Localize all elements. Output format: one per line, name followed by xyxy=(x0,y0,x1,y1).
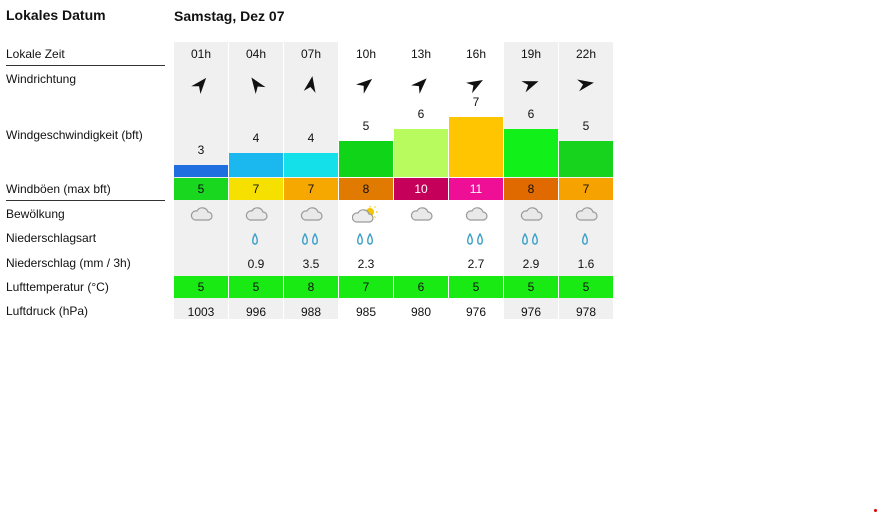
wind-speed-bar xyxy=(559,141,613,177)
wind-arrow-icon xyxy=(449,74,503,94)
gust-value: 7 xyxy=(559,178,613,200)
wind-speed-value: 7 xyxy=(472,95,480,109)
label-local-time: Lokale Zeit xyxy=(6,47,65,61)
wind-speed-value: 4 xyxy=(307,131,315,145)
label-wind-direction: Windrichtung xyxy=(6,72,77,86)
rain-drop-icon xyxy=(284,232,338,248)
pressure-value: 996 xyxy=(245,305,267,319)
precip-value: 2.9 xyxy=(522,257,540,271)
wind-arrow-icon xyxy=(229,74,283,94)
rain-drop-icon xyxy=(449,232,503,248)
gust-value: 7 xyxy=(284,178,338,200)
status-dot xyxy=(874,509,877,512)
gust-value: 8 xyxy=(504,178,558,200)
wind-arrow-icon xyxy=(174,74,228,94)
time-label: 04h xyxy=(245,47,267,61)
temperature-value: 5 xyxy=(229,276,283,298)
temperature-value: 5 xyxy=(504,276,558,298)
rain-drop-icon xyxy=(339,232,393,248)
time-label: 07h xyxy=(300,47,322,61)
wind-speed-bar xyxy=(449,117,503,177)
precip-value: 2.7 xyxy=(467,257,485,271)
temperature-value: 8 xyxy=(284,276,338,298)
gust-value: 10 xyxy=(394,178,448,200)
cloud-icon xyxy=(174,206,228,224)
cloud-icon xyxy=(504,206,558,224)
temperature-value: 5 xyxy=(559,276,613,298)
time-label: 19h xyxy=(520,47,542,61)
gust-value: 8 xyxy=(339,178,393,200)
wind-speed-value: 3 xyxy=(197,143,205,157)
rain-drop-icon xyxy=(394,233,448,248)
divider xyxy=(6,65,165,66)
gust-value: 11 xyxy=(449,178,503,200)
precip-value: 0.9 xyxy=(247,257,265,271)
temperature-value: 7 xyxy=(339,276,393,298)
wind-speed-bar xyxy=(229,153,283,177)
pressure-value: 980 xyxy=(410,305,432,319)
wind-arrow-icon xyxy=(504,74,558,94)
temperature-value: 6 xyxy=(394,276,448,298)
label-precip: Niederschlag (mm / 3h) xyxy=(6,256,131,270)
rain-drop-icon xyxy=(504,232,558,248)
wind-speed-bar xyxy=(284,153,338,177)
cloud-icon xyxy=(559,206,613,224)
label-wind-speed: Windgeschwindigkeit (bft) xyxy=(6,128,143,142)
forecast-date: Samstag, Dez 07 xyxy=(174,8,285,24)
label-precip-type: Niederschlagsart xyxy=(6,231,97,245)
cloud-icon xyxy=(229,206,283,224)
time-label: 10h xyxy=(355,47,377,61)
divider xyxy=(6,200,165,201)
precip-value: 2.3 xyxy=(357,257,375,271)
temperature-value: 5 xyxy=(174,276,228,298)
cloud-icon xyxy=(449,206,503,224)
cloud-icon xyxy=(284,206,338,224)
wind-speed-value: 5 xyxy=(362,119,370,133)
wind-speed-value: 6 xyxy=(417,107,425,121)
wind-arrow-icon xyxy=(284,74,338,94)
wind-speed-value: 5 xyxy=(582,119,590,133)
wind-arrow-icon xyxy=(559,74,613,94)
gust-value: 5 xyxy=(174,178,228,200)
pressure-value: 976 xyxy=(465,305,487,319)
page-title: Lokales Datum xyxy=(6,7,106,23)
wind-arrow-icon xyxy=(339,74,393,94)
temperature-value: 5 xyxy=(449,276,503,298)
pressure-value: 1003 xyxy=(187,305,215,319)
wind-speed-bar xyxy=(339,141,393,177)
label-temperature: Lufttemperatur (°C) xyxy=(6,280,109,294)
wind-speed-value: 6 xyxy=(527,107,535,121)
time-label: 16h xyxy=(465,47,487,61)
pressure-value: 988 xyxy=(300,305,322,319)
time-label: 13h xyxy=(410,47,432,61)
pressure-value: 978 xyxy=(575,305,597,319)
rain-drop-icon xyxy=(229,232,283,248)
wind-speed-value: 4 xyxy=(252,131,260,145)
wind-arrow-icon xyxy=(394,74,448,94)
label-gusts: Windböen (max bft) xyxy=(6,182,111,196)
precip-value: 1.6 xyxy=(577,257,595,271)
cloud-icon xyxy=(394,206,448,224)
precip-value: 3.5 xyxy=(302,257,320,271)
pressure-value: 976 xyxy=(520,305,542,319)
wind-speed-bar xyxy=(394,129,448,177)
pressure-value: 985 xyxy=(355,305,377,319)
time-label: 22h xyxy=(575,47,597,61)
time-label: 01h xyxy=(190,47,212,61)
wind-speed-bar xyxy=(174,165,228,177)
partly-cloudy-icon xyxy=(339,206,393,224)
gust-value: 7 xyxy=(229,178,283,200)
wind-speed-bar xyxy=(504,129,558,177)
rain-drop-icon xyxy=(174,233,228,248)
label-clouds: Bewölkung xyxy=(6,207,65,221)
label-pressure: Luftdruck (hPa) xyxy=(6,304,89,318)
rain-drop-icon xyxy=(559,232,613,248)
